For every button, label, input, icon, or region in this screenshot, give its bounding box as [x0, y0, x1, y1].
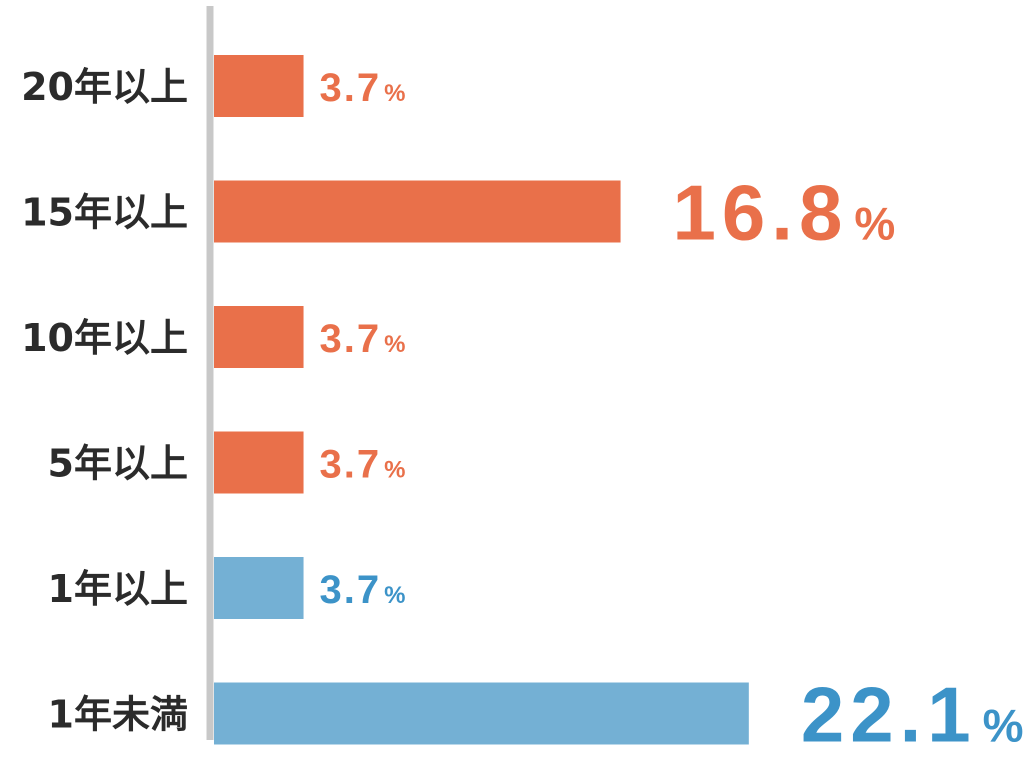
data-label: 3.7%	[320, 66, 406, 110]
category-label: 5年以上	[48, 442, 188, 486]
category-label: 15年以上	[21, 191, 188, 235]
data-label: 3.7%	[320, 568, 406, 612]
bar	[214, 306, 304, 368]
category-label: 1年以上	[48, 567, 188, 611]
data-label-unit: %	[384, 80, 405, 107]
data-label-unit: %	[983, 700, 1023, 752]
bar	[214, 682, 749, 745]
data-label: 3.7%	[320, 443, 406, 487]
bar	[214, 557, 304, 619]
category-label: 10年以上	[21, 316, 188, 360]
bar	[214, 180, 621, 243]
data-label-value: 3.7	[320, 443, 382, 487]
bar	[214, 55, 304, 117]
data-label-unit: %	[384, 582, 405, 609]
data-label-value: 16.8	[673, 169, 849, 257]
data-label-value: 3.7	[320, 66, 382, 110]
category-label: 1年未満	[48, 693, 188, 737]
data-label: 22.1%	[801, 671, 1023, 757]
data-label-value: 3.7	[320, 568, 382, 612]
data-label: 16.8%	[673, 169, 896, 257]
data-label-unit: %	[384, 331, 405, 358]
data-label: 3.7%	[320, 317, 406, 361]
category-label: 20年以上	[21, 65, 188, 109]
data-label-unit: %	[384, 457, 405, 484]
bar	[214, 431, 304, 494]
data-label-unit: %	[854, 198, 895, 250]
data-label-value: 22.1	[801, 671, 977, 757]
data-label-value: 3.7	[320, 317, 382, 361]
